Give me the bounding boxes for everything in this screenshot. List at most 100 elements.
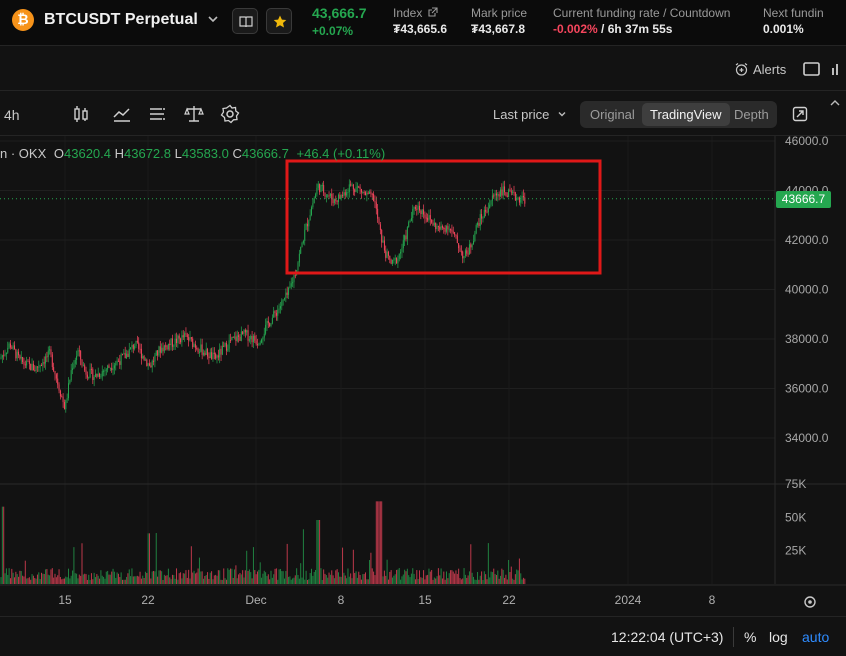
- volume-bar: [154, 571, 156, 584]
- volume-bar: [61, 579, 63, 584]
- candle-body: [242, 331, 244, 335]
- candle-body: [352, 184, 354, 190]
- volume-bar: [16, 574, 18, 584]
- interval-selector[interactable]: 4h: [4, 107, 20, 123]
- fullscreen-icon[interactable]: [792, 106, 808, 122]
- favorite-button[interactable]: [266, 8, 292, 34]
- candle-body: [63, 402, 65, 410]
- volume-bar: [338, 572, 339, 584]
- candle-body: [16, 351, 18, 359]
- candle-body: [329, 193, 331, 196]
- candle-body: [221, 345, 223, 355]
- candle-body: [238, 335, 240, 337]
- candle-body: [379, 224, 381, 231]
- bar-chart-icon[interactable]: [832, 62, 846, 76]
- candle-body: [157, 350, 159, 356]
- candle-body: [0, 357, 2, 359]
- candle-body: [400, 251, 402, 254]
- volume-bar: [466, 577, 468, 584]
- balance-scale-icon[interactable]: [184, 104, 204, 124]
- candle-body: [100, 376, 102, 378]
- candle-body: [262, 337, 264, 340]
- volume-bar: [247, 570, 249, 584]
- chart-canvas[interactable]: 46000.044000.042000.040000.038000.036000…: [0, 136, 846, 616]
- volume-bar: [89, 579, 91, 584]
- candle-body: [325, 195, 327, 197]
- auto-scale-toggle[interactable]: auto: [802, 629, 830, 645]
- candle-body: [212, 352, 214, 360]
- volume-bar: [440, 568, 442, 584]
- volume-axis-label: 75K: [785, 477, 806, 491]
- candle-body: [61, 396, 63, 398]
- candle-body: [1, 355, 3, 358]
- candle-body: [510, 191, 512, 193]
- volume-bar: [504, 577, 506, 584]
- candle-body: [509, 189, 511, 192]
- volume-bar: [478, 579, 480, 584]
- log-scale-toggle[interactable]: log: [769, 629, 788, 645]
- percent-scale-toggle[interactable]: %: [744, 629, 757, 645]
- volume-bar: [278, 569, 280, 584]
- tab-original[interactable]: Original: [590, 107, 635, 122]
- candle-body: [55, 374, 57, 379]
- candle-body: [119, 361, 121, 365]
- tab-tradingview[interactable]: TradingView: [642, 103, 730, 126]
- volume-bar: [308, 579, 310, 584]
- volume-bar: [138, 576, 140, 584]
- candle-body: [273, 311, 275, 318]
- instrument-symbol[interactable]: BTCUSDT Perpetual: [44, 11, 198, 28]
- candle-body: [448, 229, 450, 231]
- list-settings-icon[interactable]: [147, 104, 167, 124]
- candle-body: [467, 253, 469, 255]
- chevron-down-icon[interactable]: [206, 12, 220, 26]
- indicators-icon[interactable]: [112, 104, 132, 124]
- volume-bar: [452, 571, 454, 584]
- volume-bar: [254, 570, 256, 584]
- volume-bar: [486, 579, 488, 584]
- layout-window-icon[interactable]: [803, 62, 820, 76]
- candle-body: [468, 244, 470, 255]
- time-axis-label: 8: [709, 593, 716, 607]
- volume-bar: [54, 573, 56, 584]
- volume-bar: [508, 559, 510, 584]
- volume-bar: [485, 574, 487, 584]
- alerts-button[interactable]: Alerts: [734, 62, 786, 77]
- volume-bar: [371, 568, 373, 584]
- volume-bar: [464, 574, 466, 584]
- legend-high-label: H: [114, 146, 125, 161]
- settings-icon: [804, 596, 816, 608]
- candle-body: [386, 251, 388, 258]
- candle-body: [171, 338, 173, 347]
- candle-body: [491, 195, 493, 201]
- volume-bar: [250, 572, 252, 584]
- chevron-up-icon[interactable]: [828, 96, 842, 110]
- candle-body: [420, 210, 422, 215]
- volume-bar: [500, 575, 501, 584]
- legend-low: 43583.0: [181, 146, 229, 161]
- volume-bar: [446, 571, 447, 584]
- candle-body: [70, 370, 72, 381]
- candle-body: [425, 217, 427, 219]
- volume-bar: [73, 547, 75, 584]
- candle-body: [516, 199, 518, 201]
- gear-icon[interactable]: [220, 104, 240, 124]
- legend-change: +46.4 (+0.11%): [296, 146, 386, 161]
- tab-depth[interactable]: Depth: [734, 107, 769, 122]
- volume-bar: [329, 574, 331, 584]
- index-label[interactable]: Index: [393, 6, 438, 20]
- candle-body: [285, 292, 287, 299]
- volume-bar: [1, 506, 3, 584]
- candle-body: [259, 342, 261, 345]
- clock-timezone[interactable]: 12:22:04 (UTC+3): [611, 629, 724, 645]
- price-type-dropdown[interactable]: Last price: [493, 107, 567, 122]
- candle-body: [93, 377, 95, 381]
- volume-bar: [510, 566, 512, 584]
- candle-body: [108, 365, 110, 368]
- price-chart[interactable]: 46000.044000.042000.040000.038000.036000…: [0, 136, 846, 656]
- volume-bar: [327, 577, 329, 584]
- info-book-button[interactable]: [232, 8, 258, 34]
- volume-bar: [401, 576, 403, 584]
- candle-body: [501, 189, 503, 196]
- candle-body: [363, 192, 365, 194]
- candles-icon[interactable]: [71, 104, 91, 124]
